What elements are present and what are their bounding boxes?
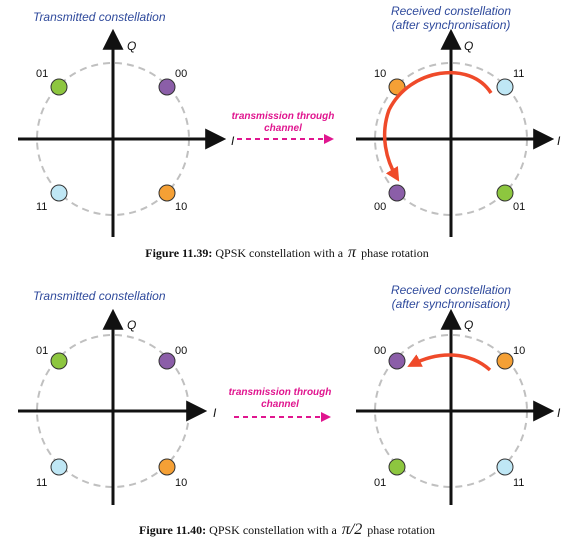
- figure-11-39: Transmitted constellation Q I 01 00 11 1…: [18, 4, 561, 261]
- constellation-point-00: [158, 78, 176, 96]
- received-title-line2: (after synchronisation): [392, 297, 511, 311]
- point-label: 00: [374, 345, 386, 357]
- point-label: 00: [374, 201, 386, 213]
- constellation-point-10: [158, 458, 176, 476]
- transmitted-title: Transmitted constellation: [33, 10, 166, 24]
- constellation-point-00: [158, 352, 176, 370]
- point-label: 00: [175, 68, 187, 80]
- received-title-line1: Received constellation: [391, 4, 511, 18]
- constellation-point-10: [496, 352, 514, 370]
- caption-prefix: Figure 11.39:: [145, 246, 212, 260]
- point-label: 01: [36, 345, 48, 357]
- point-label: 10: [175, 477, 187, 489]
- point-label: 10: [374, 68, 386, 80]
- point-label: 11: [513, 477, 524, 489]
- caption-prefix: Figure 11.40:: [139, 523, 206, 537]
- caption-text: QPSK constellation with a: [212, 246, 343, 260]
- q-axis-label: Q: [464, 318, 473, 332]
- point-label: 01: [36, 68, 48, 80]
- point-label: 11: [36, 477, 47, 489]
- received-title-line2: (after synchronisation): [392, 18, 511, 32]
- constellation-point-00: [388, 184, 406, 202]
- point-label: 01: [374, 477, 386, 489]
- caption-symbol: π/2: [342, 521, 362, 538]
- constellation-point-00: [388, 352, 406, 370]
- caption-suffix: phase rotation: [367, 523, 435, 537]
- point-label: 11: [36, 201, 47, 213]
- point-label: 11: [513, 68, 524, 80]
- channel-label-line2: channel: [261, 399, 299, 410]
- point-label: 01: [513, 201, 525, 213]
- constellation-point-11: [496, 78, 514, 96]
- caption-suffix: phase rotation: [361, 246, 429, 260]
- point-label: 00: [175, 345, 187, 357]
- constellation-point-01: [50, 78, 68, 96]
- constellation-point-01: [388, 458, 406, 476]
- constellation-point-11: [50, 458, 68, 476]
- q-axis-label: Q: [127, 318, 136, 332]
- q-axis-label: Q: [127, 39, 136, 53]
- i-axis-label: I: [213, 406, 217, 420]
- rotation-arrow-half-pi: [407, 353, 492, 372]
- figure-caption: Figure 11.40: QPSK constellation with a π…: [139, 521, 435, 538]
- constellation-point-01: [50, 352, 68, 370]
- constellation-point-11: [496, 458, 514, 476]
- figure-caption: Figure 11.39: QPSK constellation with a π…: [145, 244, 428, 261]
- received-title-line1: Received constellation: [391, 283, 511, 297]
- channel-label-line1: transmission through: [232, 111, 335, 122]
- i-axis-label: I: [231, 134, 235, 148]
- rotation-arrow-pi: [382, 70, 493, 182]
- channel-label-line1: transmission through: [229, 387, 332, 398]
- constellation-point-01: [496, 184, 514, 202]
- constellation-point-10: [158, 184, 176, 202]
- channel-label-line2: channel: [264, 123, 302, 134]
- caption-text: QPSK constellation with a: [206, 523, 337, 537]
- point-label: 10: [175, 201, 187, 213]
- transmitted-title: Transmitted constellation: [33, 289, 166, 303]
- q-axis-label: Q: [464, 39, 473, 53]
- caption-symbol: π: [348, 244, 357, 261]
- point-label: 10: [513, 345, 525, 357]
- constellation-point-11: [50, 184, 68, 202]
- i-axis-label: I: [557, 134, 561, 148]
- i-axis-label: I: [557, 406, 561, 420]
- figure-11-40: Transmitted constellation Q I 01 00 11 1…: [18, 283, 561, 538]
